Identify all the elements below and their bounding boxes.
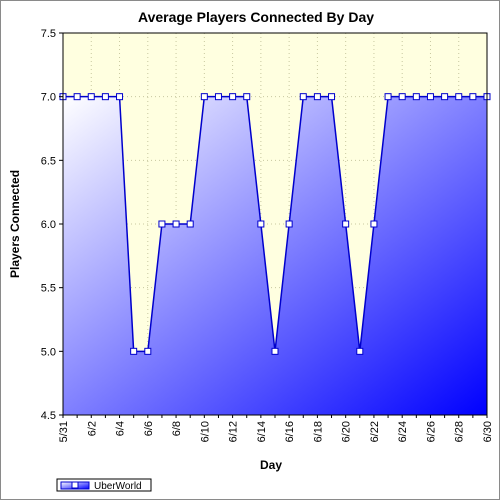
data-point-6-15 bbox=[271, 347, 279, 355]
data-point-6-11 bbox=[214, 93, 222, 101]
data-point-6-24 bbox=[398, 93, 406, 101]
data-point-6-10 bbox=[200, 93, 208, 101]
data-point-6-26 bbox=[426, 93, 434, 101]
data-point-6-2 bbox=[87, 93, 95, 101]
x-tick-label-1: 6/2 bbox=[86, 421, 98, 436]
data-point-6-17 bbox=[299, 93, 307, 101]
x-tick-label-5: 6/10 bbox=[199, 421, 211, 442]
data-point-6-4 bbox=[116, 93, 124, 101]
x-axis-label: Day bbox=[260, 458, 282, 472]
data-point-6-20 bbox=[342, 220, 350, 228]
x-tick-label-9: 6/18 bbox=[312, 421, 324, 442]
y-tick-label-5: 7.0 bbox=[41, 92, 56, 104]
data-point-6-5 bbox=[130, 347, 138, 355]
x-tick-label-12: 6/24 bbox=[397, 421, 409, 442]
data-point-6-6 bbox=[144, 347, 152, 355]
data-point-6-25 bbox=[412, 93, 420, 101]
x-tick-label-0: 5/31 bbox=[58, 421, 70, 442]
data-point-6-18 bbox=[313, 93, 321, 101]
chart-title: Average Players Connected By Day bbox=[138, 9, 374, 25]
x-axis-ticks: 5/31 6/2 6/4 6/6 6/8 6/10 6/12 6/14 6/16 6/18 6/20… bbox=[58, 415, 494, 442]
legend-marker bbox=[71, 481, 79, 489]
data-point-6-21 bbox=[356, 347, 364, 355]
y-tick-label-1: 5.0 bbox=[41, 346, 56, 358]
data-point-6-8 bbox=[172, 220, 180, 228]
data-point-6-9 bbox=[186, 220, 194, 228]
data-point-6-1 bbox=[73, 93, 81, 101]
data-point-6-28 bbox=[455, 93, 463, 101]
data-point-6-14 bbox=[257, 220, 265, 228]
y-tick-label-4: 6.5 bbox=[41, 155, 56, 167]
data-point-6-16 bbox=[285, 220, 293, 228]
y-axis-ticks: 4.5 5.0 5.5 6.0 6.5 7.0 7.5 bbox=[41, 28, 63, 422]
data-point-6-22 bbox=[370, 220, 378, 228]
x-tick-label-15: 6/30 bbox=[482, 421, 494, 442]
legend-label-uberworld: UberWorld bbox=[94, 481, 142, 492]
data-point-6-12 bbox=[229, 93, 237, 101]
y-tick-label-6: 7.5 bbox=[41, 28, 56, 40]
data-point-6-13 bbox=[243, 93, 251, 101]
x-tick-label-7: 6/14 bbox=[256, 421, 268, 442]
data-point-6-23 bbox=[384, 93, 392, 101]
data-point-6-7 bbox=[158, 220, 166, 228]
x-tick-label-13: 6/26 bbox=[425, 421, 437, 442]
y-tick-label-0: 4.5 bbox=[41, 410, 56, 422]
data-point-6-19 bbox=[328, 93, 336, 101]
y-axis-label: Players Connected bbox=[8, 170, 22, 278]
y-tick-label-3: 6.0 bbox=[41, 219, 56, 231]
x-tick-label-2: 6/4 bbox=[115, 421, 127, 436]
x-tick-label-6: 6/12 bbox=[228, 421, 240, 442]
x-tick-label-8: 6/16 bbox=[284, 421, 296, 442]
series-area-uberworld bbox=[63, 96, 487, 416]
data-point-6-29 bbox=[469, 93, 477, 101]
data-point-6-3 bbox=[101, 93, 109, 101]
data-point-6-27 bbox=[441, 93, 449, 101]
x-tick-label-3: 6/6 bbox=[143, 421, 155, 436]
x-tick-label-10: 6/20 bbox=[341, 421, 353, 442]
x-tick-label-4: 6/8 bbox=[171, 421, 183, 436]
x-tick-label-14: 6/28 bbox=[454, 421, 466, 442]
x-tick-label-11: 6/22 bbox=[369, 421, 381, 442]
y-tick-label-2: 5.5 bbox=[41, 283, 56, 295]
legend: UberWorld bbox=[56, 478, 152, 492]
